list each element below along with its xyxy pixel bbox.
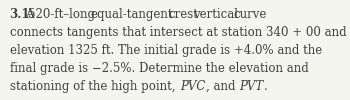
Text: elevation 1325 ft. The initial grade is +4.0% and the: elevation 1325 ft. The initial grade is … [9,44,322,57]
Text: , and: , and [206,80,239,93]
Text: 3.1: 3.1 [9,8,30,21]
Text: crest: crest [168,8,198,21]
Text: PVC: PVC [180,80,206,93]
Text: final grade is −2.5%. Determine the elevation and: final grade is −2.5%. Determine the elev… [9,62,308,75]
Text: 520-ft–long: 520-ft–long [28,8,95,21]
Text: PVT: PVT [239,80,264,93]
Text: curve: curve [233,8,267,21]
Text: stationing of the high point,: stationing of the high point, [9,80,179,93]
Text: connects tangents that intersect at station 340 + 00 and: connects tangents that intersect at stat… [9,26,346,39]
Text: .: . [264,80,268,93]
Text: A: A [25,8,34,21]
Text: vertical: vertical [193,8,238,21]
Text: equal-tangent: equal-tangent [90,8,173,21]
